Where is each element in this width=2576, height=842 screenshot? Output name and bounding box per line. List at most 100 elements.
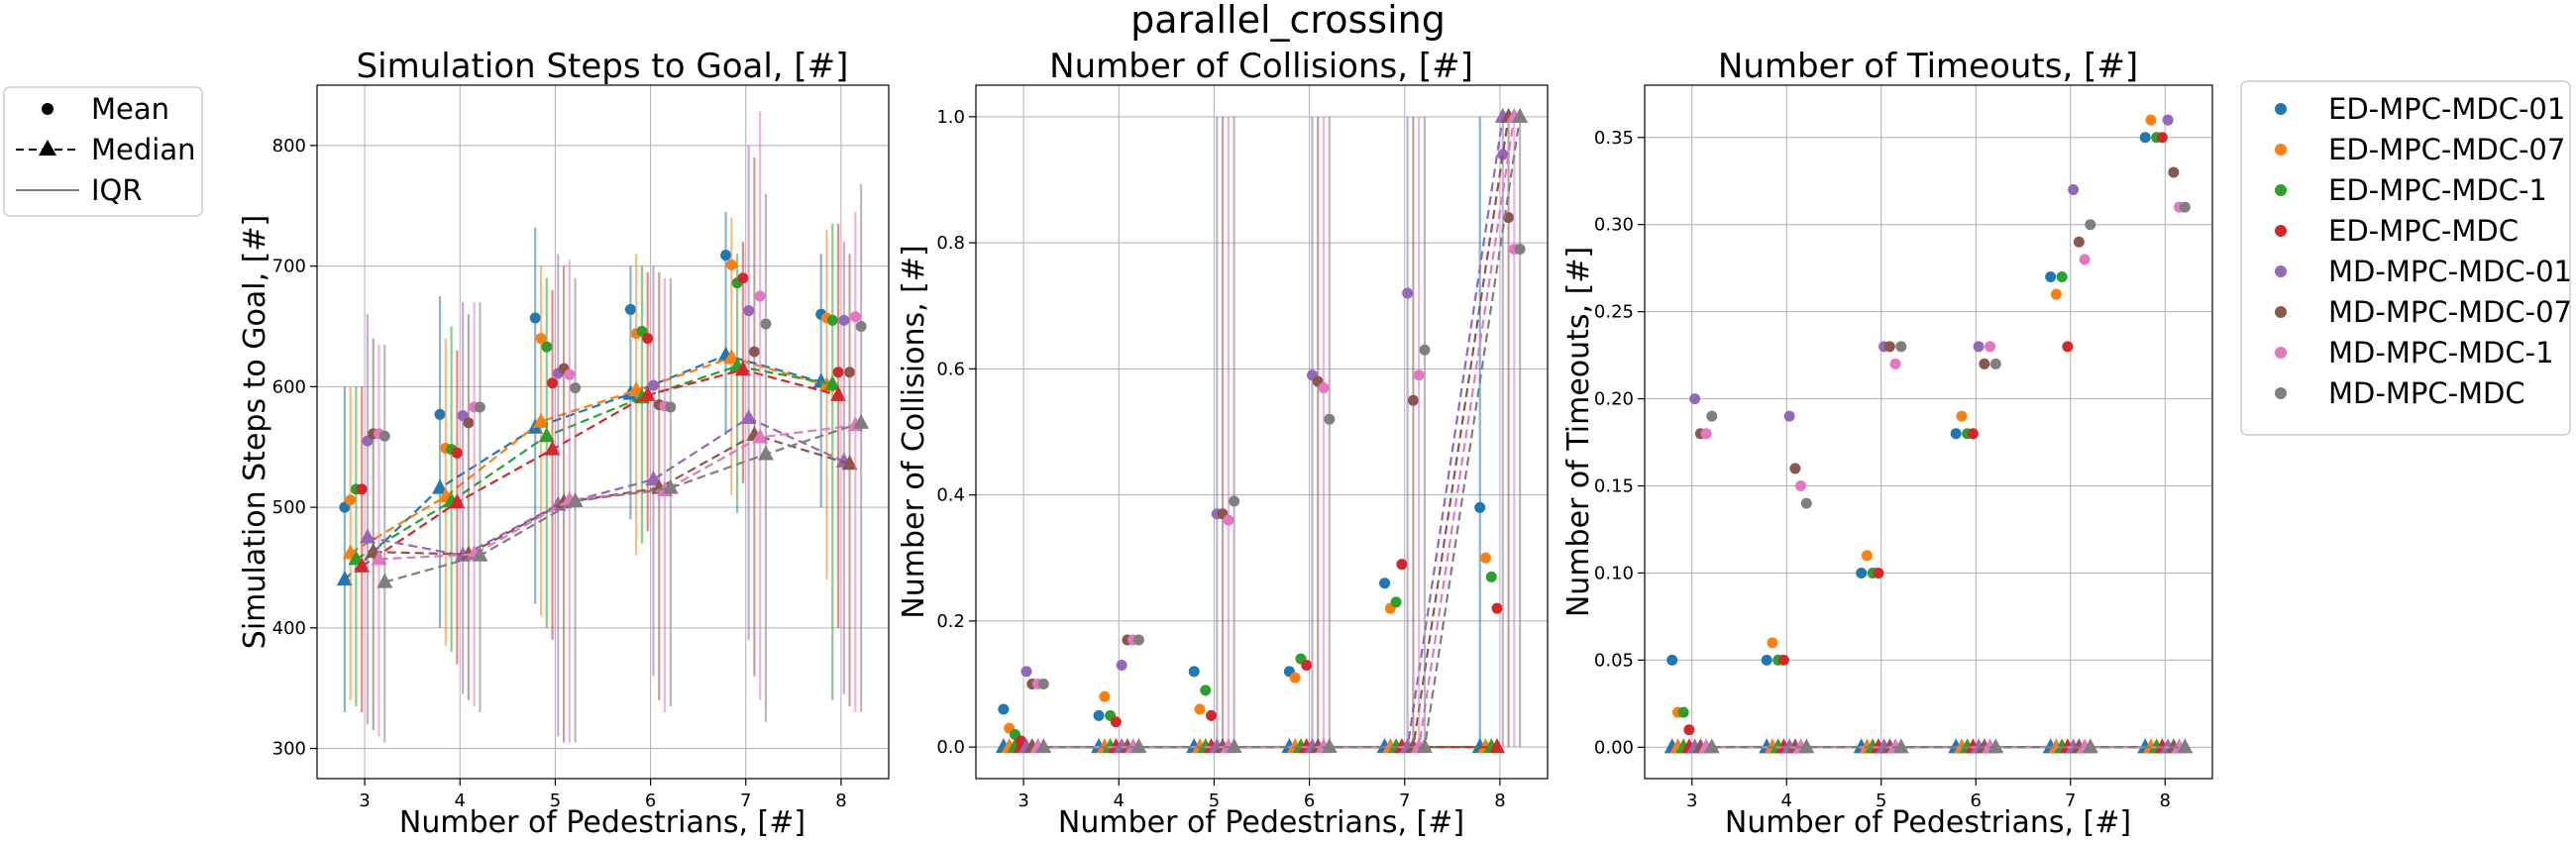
mean-point [1789,463,1801,474]
mean-point [1989,358,2001,369]
panel-3-ytick-label: 0.20 [1594,389,1634,410]
legend-label-8: MD-MPC-MDC [2328,376,2525,410]
mean-point [1093,709,1105,721]
panel-3-series-MD-MPC-MDC-01 [1686,114,2177,754]
panel-1-xtick-label: 6 [645,790,656,811]
mean-point [1889,358,1901,369]
legend-label-4: ED-MPC-MDC [2328,214,2519,248]
median-line [361,368,839,568]
panel-2-ytick-label: 0.8 [936,233,965,254]
median-marker [841,455,858,471]
median-marker [472,546,488,562]
mean-point [1407,394,1419,406]
median-marker [1321,738,1338,754]
median-marker [1416,738,1433,754]
mean-point [1200,684,1212,696]
legend-label-3: ED-MPC-MDC-1 [2328,173,2547,207]
mean-point [378,430,390,442]
median-marker [1703,738,1720,754]
legend-marker-6 [2275,306,2287,318]
panel-2-xtick-label: 4 [1114,790,1125,811]
mean-point [1883,341,1895,353]
median-marker [532,412,549,428]
median-marker [336,571,353,586]
panel-3-xtick-label: 8 [2160,790,2171,811]
mean-point [760,318,772,330]
mean-point [855,320,867,332]
mean-point [1229,495,1240,507]
mean-point [1767,637,1778,649]
mean-point [1413,369,1425,381]
mean-point [1956,410,1968,422]
median-marker [376,573,393,588]
median-line [1025,116,1504,749]
mean-point [1324,413,1336,425]
panel-2-xtick-label: 7 [1399,790,1410,811]
mean-point [1950,428,1962,440]
mean-point [1800,497,1812,509]
median-marker [824,374,841,390]
mean-point [2073,236,2085,248]
mean-point [1683,724,1695,736]
mean-point [754,290,766,302]
legend-marker-2 [2275,144,2287,156]
panel-3-ytick-label: 0.25 [1594,302,1634,323]
median-marker [1798,738,1815,754]
mean-point [2068,184,2080,196]
panel-1-ytick-label: 600 [272,376,306,397]
panel-2-marks [995,107,1529,754]
panel-1-ytick-label: 800 [272,136,306,157]
mean-point [2050,288,2062,300]
panel-1-ytick-label: 300 [272,739,306,760]
median-marker [371,550,387,566]
panel-3-ytick-label: 0.30 [1594,215,1634,236]
mean-point [647,379,659,391]
mean-point [2062,341,2074,353]
panel-3-xtick-label: 6 [1971,790,1982,811]
legend-label-6: MD-MPC-MDC-07 [2328,295,2572,329]
mean-point [1020,666,1032,678]
panel-2-xtick-label: 3 [1018,790,1028,811]
mean-point [474,401,485,413]
mean-point [1485,571,1497,582]
mean-point [1689,393,1701,405]
panel-1-xtick-label: 3 [359,790,370,811]
panel-3-xtick-label: 5 [1876,790,1886,811]
median-triangle-icon [39,140,56,156]
legend-marker-7 [2275,347,2287,359]
median-marker [1130,738,1147,754]
panel-3-xtick-label: 4 [1781,790,1792,811]
mean-point [529,312,541,324]
legend-label-2: ED-MPC-MDC-07 [2328,133,2565,166]
mean-point [451,447,463,459]
median-marker [432,478,449,494]
mean-point [535,333,547,345]
median-marker [734,361,751,376]
panel-3-ticks: 3 4 5 6 7 8 0.00 0.05 0.10 0.15 0.20 0.25 0.30 0.35 [1594,128,2171,811]
style-legend-label-mean: Mean [91,92,169,126]
panel-1-plot [336,111,870,743]
panel-3-ytick-label: 0.10 [1594,563,1634,583]
median-line [1031,116,1510,749]
median-marker [639,385,656,401]
mean-point [1497,149,1509,160]
median-marker [830,385,847,401]
panel-1-series-MD-MPC-MDC [376,183,870,743]
panel-3-ytick-label: 0.35 [1594,128,1634,149]
panel-3-marks [1664,114,2194,754]
median-marker [567,492,584,507]
panel-3-xlabel: Number of Pedestrians, [#] [1725,805,2131,840]
panel-3-ytick-label: 0.00 [1594,737,1634,758]
mean-point [1289,672,1301,684]
mean-point [1379,578,1391,589]
panel-2-series-MD-MPC-MDC [1035,107,1529,754]
median-marker [757,445,774,461]
panel-2-series-MD-MPC-MDC-07 [1023,107,1517,754]
panel-2-xtick-label: 8 [1494,790,1505,811]
mean-point [725,259,737,270]
style-legend-label-iqr: IQR [91,173,143,207]
median-marker [538,427,555,443]
panel-2-xtick-label: 6 [1304,790,1315,811]
median-marker [2177,738,2194,754]
mean-point [844,367,856,378]
